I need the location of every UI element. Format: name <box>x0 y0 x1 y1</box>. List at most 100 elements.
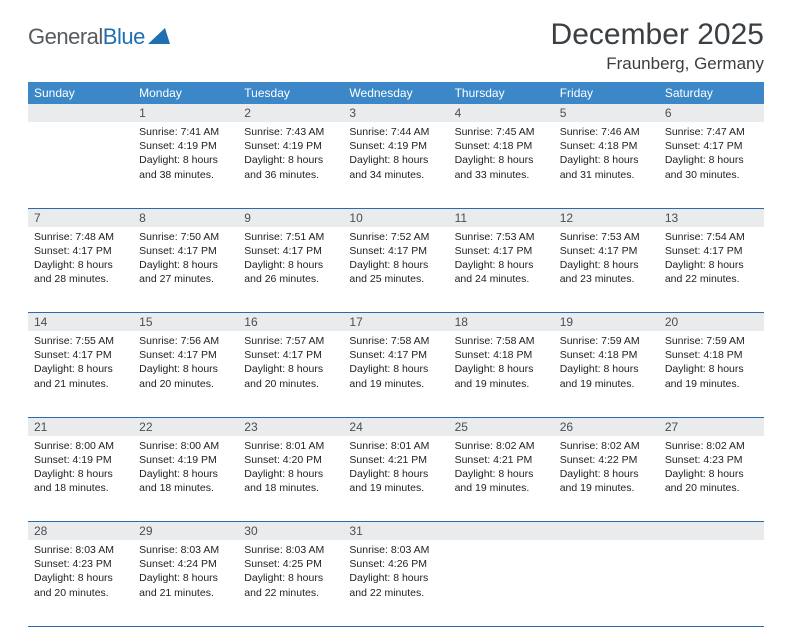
day-details: Sunrise: 7:46 AMSunset: 4:18 PMDaylight:… <box>554 122 659 188</box>
day-number: 11 <box>449 209 554 227</box>
day-cell: Sunrise: 7:53 AMSunset: 4:17 PMDaylight:… <box>449 227 554 313</box>
day-details: Sunrise: 7:53 AMSunset: 4:17 PMDaylight:… <box>554 227 659 293</box>
day-details: Sunrise: 8:03 AMSunset: 4:24 PMDaylight:… <box>133 540 238 606</box>
weekday-header: Friday <box>554 82 659 104</box>
day-number-row: 21222324252627 <box>28 417 764 436</box>
day-details: Sunrise: 8:01 AMSunset: 4:20 PMDaylight:… <box>238 436 343 502</box>
day-cell: Sunrise: 7:58 AMSunset: 4:18 PMDaylight:… <box>449 331 554 417</box>
weekday-header: Tuesday <box>238 82 343 104</box>
location-label: Fraunberg, Germany <box>551 54 764 74</box>
day-cell: Sunrise: 7:53 AMSunset: 4:17 PMDaylight:… <box>554 227 659 313</box>
day-number: 6 <box>659 104 764 122</box>
day-details: Sunrise: 7:43 AMSunset: 4:19 PMDaylight:… <box>238 122 343 188</box>
day-cell: Sunrise: 7:57 AMSunset: 4:17 PMDaylight:… <box>238 331 343 417</box>
day-number: 20 <box>659 313 764 331</box>
day-details: Sunrise: 8:02 AMSunset: 4:23 PMDaylight:… <box>659 436 764 502</box>
day-cell: Sunrise: 7:56 AMSunset: 4:17 PMDaylight:… <box>133 331 238 417</box>
day-details: Sunrise: 8:03 AMSunset: 4:26 PMDaylight:… <box>343 540 448 606</box>
day-number-row: 123456 <box>28 104 764 122</box>
logo-part2: Blue <box>103 24 145 49</box>
day-number: 19 <box>554 313 659 331</box>
day-cell <box>449 540 554 626</box>
day-cell: Sunrise: 7:52 AMSunset: 4:17 PMDaylight:… <box>343 227 448 313</box>
day-details: Sunrise: 7:58 AMSunset: 4:17 PMDaylight:… <box>343 331 448 397</box>
day-cell: Sunrise: 8:00 AMSunset: 4:19 PMDaylight:… <box>28 436 133 522</box>
day-details: Sunrise: 7:52 AMSunset: 4:17 PMDaylight:… <box>343 227 448 293</box>
day-number: 27 <box>659 418 764 436</box>
day-content-row: Sunrise: 7:48 AMSunset: 4:17 PMDaylight:… <box>28 227 764 313</box>
day-details: Sunrise: 8:03 AMSunset: 4:23 PMDaylight:… <box>28 540 133 606</box>
weekday-header: Wednesday <box>343 82 448 104</box>
day-number: 14 <box>28 313 133 331</box>
day-number: 25 <box>449 418 554 436</box>
day-number: 15 <box>133 313 238 331</box>
day-details: Sunrise: 7:50 AMSunset: 4:17 PMDaylight:… <box>133 227 238 293</box>
day-details: Sunrise: 8:00 AMSunset: 4:19 PMDaylight:… <box>133 436 238 502</box>
day-number: 21 <box>28 418 133 436</box>
day-details: Sunrise: 7:54 AMSunset: 4:17 PMDaylight:… <box>659 227 764 293</box>
day-cell: Sunrise: 7:41 AMSunset: 4:19 PMDaylight:… <box>133 122 238 208</box>
day-details: Sunrise: 7:45 AMSunset: 4:18 PMDaylight:… <box>449 122 554 188</box>
title-block: December 2025 Fraunberg, Germany <box>551 18 764 74</box>
day-number: 22 <box>133 418 238 436</box>
empty-day-number <box>28 104 133 122</box>
page-title: December 2025 <box>551 18 764 52</box>
day-cell: Sunrise: 7:43 AMSunset: 4:19 PMDaylight:… <box>238 122 343 208</box>
day-details: Sunrise: 7:44 AMSunset: 4:19 PMDaylight:… <box>343 122 448 188</box>
day-details: Sunrise: 7:55 AMSunset: 4:17 PMDaylight:… <box>28 331 133 397</box>
day-cell: Sunrise: 8:02 AMSunset: 4:21 PMDaylight:… <box>449 436 554 522</box>
day-cell: Sunrise: 7:54 AMSunset: 4:17 PMDaylight:… <box>659 227 764 313</box>
day-number-row: 78910111213 <box>28 208 764 227</box>
day-details: Sunrise: 7:53 AMSunset: 4:17 PMDaylight:… <box>449 227 554 293</box>
day-number: 24 <box>343 418 448 436</box>
day-details: Sunrise: 8:01 AMSunset: 4:21 PMDaylight:… <box>343 436 448 502</box>
day-details: Sunrise: 7:59 AMSunset: 4:18 PMDaylight:… <box>659 331 764 397</box>
day-cell: Sunrise: 8:03 AMSunset: 4:23 PMDaylight:… <box>28 540 133 626</box>
triangle-icon <box>148 26 170 49</box>
day-details: Sunrise: 8:02 AMSunset: 4:21 PMDaylight:… <box>449 436 554 502</box>
day-details: Sunrise: 8:00 AMSunset: 4:19 PMDaylight:… <box>28 436 133 502</box>
day-cell: Sunrise: 7:55 AMSunset: 4:17 PMDaylight:… <box>28 331 133 417</box>
day-content-row: Sunrise: 8:00 AMSunset: 4:19 PMDaylight:… <box>28 436 764 522</box>
day-cell: Sunrise: 7:48 AMSunset: 4:17 PMDaylight:… <box>28 227 133 313</box>
day-number: 16 <box>238 313 343 331</box>
day-number: 26 <box>554 418 659 436</box>
day-content-row: Sunrise: 7:55 AMSunset: 4:17 PMDaylight:… <box>28 331 764 417</box>
day-number: 13 <box>659 209 764 227</box>
day-cell: Sunrise: 7:44 AMSunset: 4:19 PMDaylight:… <box>343 122 448 208</box>
day-cell: Sunrise: 8:01 AMSunset: 4:20 PMDaylight:… <box>238 436 343 522</box>
day-cell: Sunrise: 7:47 AMSunset: 4:17 PMDaylight:… <box>659 122 764 208</box>
day-cell: Sunrise: 8:03 AMSunset: 4:25 PMDaylight:… <box>238 540 343 626</box>
day-number: 18 <box>449 313 554 331</box>
day-cell <box>659 540 764 626</box>
day-details: Sunrise: 8:03 AMSunset: 4:25 PMDaylight:… <box>238 540 343 606</box>
weekday-header: Thursday <box>449 82 554 104</box>
empty-day-number <box>449 522 554 540</box>
day-number: 31 <box>343 522 448 540</box>
day-number: 10 <box>343 209 448 227</box>
day-details: Sunrise: 7:58 AMSunset: 4:18 PMDaylight:… <box>449 331 554 397</box>
day-number: 30 <box>238 522 343 540</box>
day-details: Sunrise: 7:57 AMSunset: 4:17 PMDaylight:… <box>238 331 343 397</box>
day-number: 28 <box>28 522 133 540</box>
day-cell: Sunrise: 7:59 AMSunset: 4:18 PMDaylight:… <box>659 331 764 417</box>
day-number-row: 28293031 <box>28 522 764 541</box>
day-number: 29 <box>133 522 238 540</box>
day-number: 7 <box>28 209 133 227</box>
day-cell: Sunrise: 8:03 AMSunset: 4:24 PMDaylight:… <box>133 540 238 626</box>
day-content-row: Sunrise: 8:03 AMSunset: 4:23 PMDaylight:… <box>28 540 764 626</box>
day-cell <box>554 540 659 626</box>
day-number: 8 <box>133 209 238 227</box>
day-cell <box>28 122 133 208</box>
day-cell: Sunrise: 8:02 AMSunset: 4:22 PMDaylight:… <box>554 436 659 522</box>
day-cell: Sunrise: 7:50 AMSunset: 4:17 PMDaylight:… <box>133 227 238 313</box>
calendar-table: SundayMondayTuesdayWednesdayThursdayFrid… <box>28 82 764 627</box>
logo-text: GeneralBlue <box>28 24 145 50</box>
weekday-header: Monday <box>133 82 238 104</box>
day-cell: Sunrise: 7:58 AMSunset: 4:17 PMDaylight:… <box>343 331 448 417</box>
empty-day-number <box>659 522 764 540</box>
logo: GeneralBlue <box>28 18 170 50</box>
day-cell: Sunrise: 8:00 AMSunset: 4:19 PMDaylight:… <box>133 436 238 522</box>
day-details: Sunrise: 7:56 AMSunset: 4:17 PMDaylight:… <box>133 331 238 397</box>
weekday-header-row: SundayMondayTuesdayWednesdayThursdayFrid… <box>28 82 764 104</box>
